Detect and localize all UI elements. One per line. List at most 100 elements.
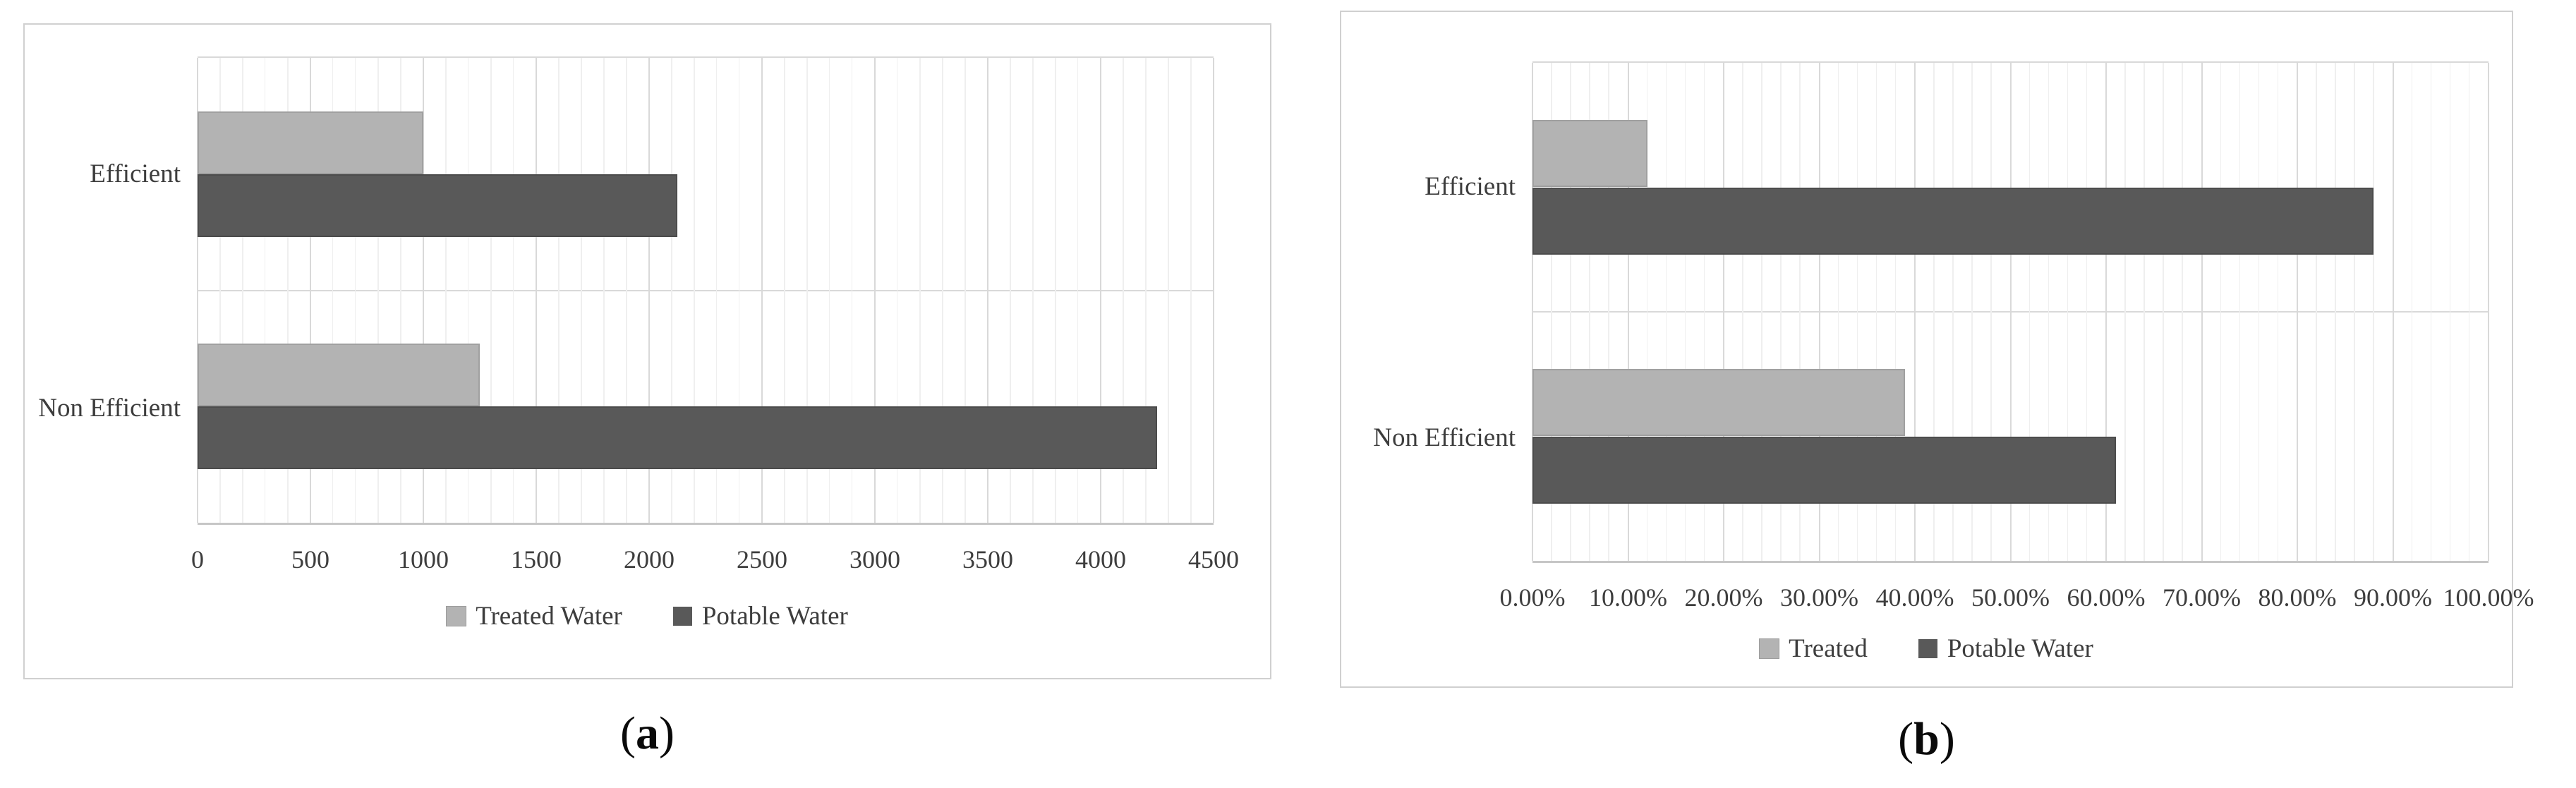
gridline [715,58,718,523]
x-tick-label: 100.00% [2443,583,2534,612]
plot-area [197,56,1214,525]
gridline [1723,63,1724,561]
gridline [2105,63,2107,561]
gridline [309,58,311,523]
gridline [1837,63,1839,561]
x-axis: 0.00% 10.00% 20.00% 30.00% 40.00% 50.00% 60.00… [1500,563,2534,612]
legend-label: Potable Water [1947,634,2093,663]
gridline [2258,63,2260,561]
gridline [1168,58,1169,523]
gridline [2430,63,2432,561]
x-tick-label: 3000 [849,545,900,574]
gridline [873,58,876,523]
gridline [761,58,763,523]
gridline [332,58,334,523]
gridline [242,58,243,523]
bar-treated-efficient [1532,120,1647,188]
gridline [264,58,266,523]
gridline [377,58,379,523]
gridline [354,58,356,523]
category-label: Efficient [1425,172,1516,202]
gridline [490,58,492,523]
x-tick-label: 3500 [962,545,1013,574]
x-tick-label: 500 [291,545,329,574]
gridline [1684,63,1686,561]
gridline [2392,63,2394,561]
gridline [558,58,560,523]
gridline [219,58,221,523]
gridline [445,58,447,523]
bar-treated-efficient [198,111,423,174]
gridline [2067,63,2069,561]
legend-label: Treated Water [476,602,622,631]
gridline [2449,63,2451,561]
bar-treated-non-efficient [1532,369,1906,437]
gridline [2220,63,2222,561]
gridline [896,58,898,523]
gridline [694,58,695,523]
y-axis-labels: Efficient Non Efficient [25,56,198,525]
category-row-non-efficient [198,291,1214,523]
gridline [828,58,830,523]
gridline [806,58,808,523]
y-axis-labels: Efficient Non Efficient [1341,61,1532,563]
gridline [2488,63,2489,561]
gridline [1570,63,1571,561]
gridline [422,58,424,523]
legend-entry-treated: Treated Water [446,601,622,631]
gridline [581,58,582,523]
gridline [2411,63,2413,561]
subfigure-caption-b: (b) [1898,713,1955,765]
category-label: Non Efficient [38,393,181,423]
gridline [2048,63,2050,561]
gridline [1914,63,1916,561]
gridline [671,58,672,523]
gridline [738,58,740,523]
gridline [1971,63,1973,561]
gridline [2201,63,2203,561]
category-label: Non Efficient [1373,423,1516,452]
gridline [1608,63,1609,561]
gridline [2335,63,2336,561]
x-tick-label: 80.00% [2258,583,2337,612]
gridline [851,58,853,523]
x-tick-label: 90.00% [2354,583,2432,612]
gridline [626,58,627,523]
bar-potable-efficient [198,174,677,237]
gridline [1703,63,1705,561]
gridline [784,58,785,523]
gridline [512,58,514,523]
subfigure-caption-a: (a) [620,708,675,759]
legend-entry-potable: Potable Water [1918,634,2093,664]
gridline [2354,63,2355,561]
gridline [1780,63,1782,561]
gridline [2163,63,2164,561]
bar-treated-non-efficient [198,344,480,407]
category-separator-line [198,289,1214,291]
gridline [1799,63,1801,561]
gridline [1589,63,1590,561]
x-tick-label: 1000 [397,545,449,574]
gridline [2009,63,2012,561]
gridline [1646,63,1648,561]
bar-potable-non-efficient [1532,436,2116,504]
category-row-non-efficient [1532,312,2489,561]
potable-series-swatch-icon [672,607,692,626]
gridline [1213,58,1214,523]
x-axis: 0 500 1000 1500 2000 2500 3000 3500 4000 4500 [191,525,1239,580]
gridline [2143,63,2145,561]
gridline [400,58,401,523]
gridline [1856,63,1858,561]
x-tick-label: 0.00% [1499,583,1566,612]
gridline [535,58,537,523]
x-tick-label: 10.00% [1589,583,1667,612]
gridline [2182,63,2183,561]
gridline [467,58,469,523]
legend-entry-treated: Treated [1759,634,1868,664]
x-tick-label: 40.00% [1875,583,1954,612]
legend-label: Potable Water [701,602,848,631]
gridline [2373,63,2374,561]
x-tick-label: 60.00% [2067,583,2146,612]
treated-series-swatch-icon [446,606,467,626]
gridline [1627,63,1629,561]
